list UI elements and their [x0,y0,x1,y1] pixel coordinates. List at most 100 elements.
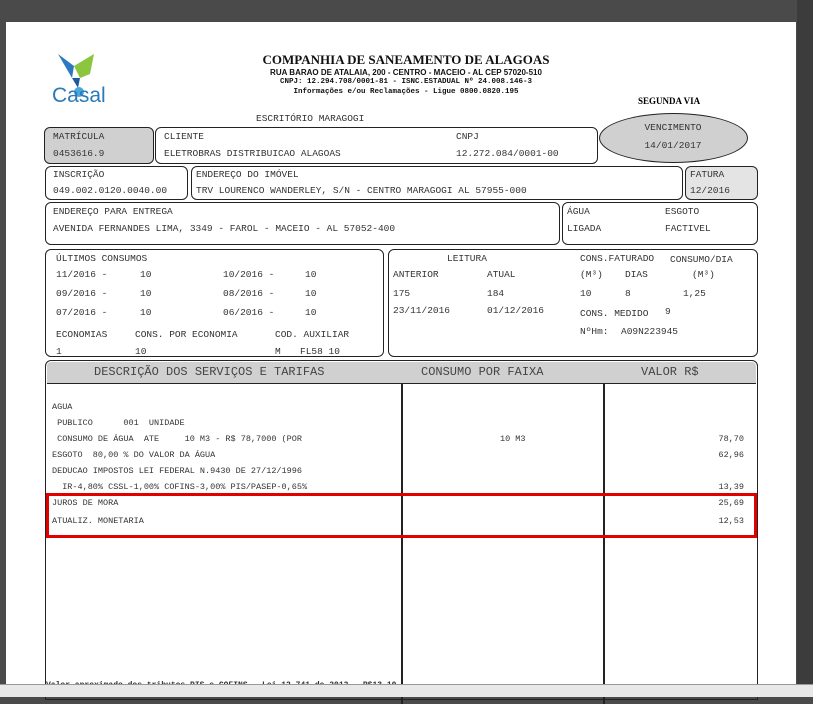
column-divider [603,384,605,704]
cnpj-label: CNPJ [456,131,479,142]
column-divider [401,384,403,704]
row-valor: 62,96 [718,450,744,460]
consumo-month: 09/2016 - [56,288,108,299]
consumo-month: 07/2016 - [56,307,108,318]
inscricao-box: INSCRIÇÃO 049.002.0120.0040.00 [45,166,188,200]
casal-logo [58,54,94,97]
ultimos-consumos-box: ÚLTIMOS CONSUMOS 11/2016 - 10 10/2016 - … [45,249,384,357]
endereco-imovel-value: TRV LOURENCO WANDERLEY, S/N - CENTRO MAR… [196,185,527,196]
cliente-label: CLIENTE [164,131,204,142]
company-address: RUA BARAO DE ATALAIA, 200 - CENTRO - MAC… [270,68,542,77]
cnpj-value: 12.272.084/0001-00 [456,148,559,159]
row-valor: 12,53 [718,516,744,526]
consumo-value: 10 [305,288,317,299]
cons-eco-value: 10 [135,346,147,357]
dias-value: 8 [625,288,631,299]
cod-aux-value: FL58 10 [300,346,340,357]
endereco-entrega-label: ENDEREÇO PARA ENTREGA [53,206,173,217]
agua-label: ÁGUA [567,206,590,217]
matricula-box: MATRÍCULA 0453616.9 [44,127,154,164]
escritorio: ESCRITÓRIO MARAGOGI [256,113,365,124]
consumo-value: 10 [140,269,152,280]
consumo-dia-value: 1,25 [683,288,706,299]
matricula-label: MATRÍCULA [53,131,105,142]
cons-medido-value: 9 [665,306,671,317]
table-header: DESCRIÇÃO DOS SERVIÇOS E TARIFAS CONSUMO… [47,362,756,384]
dias-label: DIAS [625,269,648,280]
data-atual: 01/12/2016 [487,305,545,316]
atual-label: ATUAL [487,269,516,280]
header-valor: VALOR R$ [641,365,699,379]
company-ids: CNPJ: 12.294.708/0001-81 - ISNC.ESTADUAL… [279,78,533,86]
vencimento-value: 14/01/2017 [644,140,702,151]
row-description: DEDUCAO IMPOSTOS LEI FEDERAL N.9430 DE 2… [52,466,302,476]
consumo-dia-label: CONSUMO/DIA [670,254,733,265]
row-valor: 13,39 [718,482,744,492]
consumos-label: ÚLTIMOS CONSUMOS [56,253,148,264]
economias-value: 1 [56,346,62,357]
cons-eco-label: CONS. POR ECONOMIA [135,329,238,340]
row-consumo-faixa: 10 M3 [500,434,526,444]
vencimento-label: VENCIMENTO [644,122,702,133]
leitura-box: LEITURA ANTERIOR ATUAL 175 184 23/11/201… [388,249,758,357]
company-contact: Informações e/ou Reclamações - Ligue 080… [293,88,519,96]
row-description: PUBLICO 001 UNIDADE [52,418,185,428]
highlight-box [46,493,757,538]
endereco-entrega-value: AVENIDA FERNANDES LIMA, 3349 - FAROL - M… [53,223,396,234]
hm-label: NºHm: [580,326,609,337]
consumo-value: 10 [305,269,317,280]
row-description: CONSUMO DE ÁGUA ATE 10 M3 - R$ 78,7000 (… [52,434,302,444]
servico-box: ÁGUA ESGOTO LIGADA FACTIVEL [562,202,758,245]
bill-page: Casal COMPANHIA DE SANEAMENTO DE ALAGOAS… [6,22,796,704]
header-consumo-faixa: CONSUMO POR FAIXA [421,365,544,379]
economias-label: ECONOMIAS [56,329,108,340]
anterior-label: ANTERIOR [393,269,439,280]
anterior-value: 175 [393,288,411,299]
cod-aux-m: M [275,346,281,357]
cons-fat-value: 10 [580,288,592,299]
consumo-month: 10/2016 - [223,269,275,280]
consumo-value: 10 [305,307,317,318]
inscricao-value: 049.002.0120.0040.00 [53,185,168,196]
inscricao-label: INSCRIÇÃO [53,169,105,180]
cod-aux-label: COD. AUXILIAR [275,329,350,340]
cliente-box: CLIENTE ELETROBRAS DISTRIBUICAO ALAGOAS … [155,127,598,164]
matricula-value: 0453616.9 [53,148,105,159]
leitura-label: LEITURA [447,253,487,264]
row-description: JUROS DE MORA [52,498,119,508]
endereco-entrega-box: ENDEREÇO PARA ENTREGA AVENIDA FERNANDES … [45,202,560,245]
status-bar [0,684,813,697]
m3-label-2: (M³) [692,269,715,280]
consumo-month: 08/2016 - [223,288,275,299]
fatura-label: FATURA [690,169,725,180]
consumo-month: 11/2016 - [56,269,108,280]
consumo-value: 10 [140,307,152,318]
endereco-imovel-label: ENDEREÇO DO IMÓVEL [196,169,299,180]
esgoto-label: ESGOTO [665,206,700,217]
row-valor: 78,70 [718,434,744,444]
row-description: AGUA [52,402,73,412]
fatura-box: FATURA 12/2016 [685,166,758,200]
consumo-value: 10 [140,288,152,299]
esgoto-status: FACTIVEL [665,223,711,234]
row-description: IR-4,80% CSSL-1,00% COFINS-3,00% PIS/PAS… [52,482,308,492]
vencimento-ellipse: VENCIMENTO 14/01/2017 [599,113,748,163]
data-anterior: 23/11/2016 [393,305,451,316]
consumo-month: 06/2016 - [223,307,275,318]
hm-value: A09N223945 [621,326,679,337]
endereco-imovel-box: ENDEREÇO DO IMÓVEL TRV LOURENCO WANDERLE… [191,166,683,200]
cons-medido-label: CONS. MEDIDO [580,308,649,319]
fatura-value: 12/2016 [690,185,730,196]
logo-text: Casal [52,84,106,107]
vertical-scrollbar[interactable] [797,0,813,697]
agua-status: LIGADA [567,223,602,234]
header-descricao: DESCRIÇÃO DOS SERVIÇOS E TARIFAS [94,365,325,379]
segunda-via: SEGUNDA VIA [638,96,701,106]
row-description: ATUALIZ. MONETARIA [52,516,144,526]
row-valor: 25,69 [718,498,744,508]
cliente-value: ELETROBRAS DISTRIBUICAO ALAGOAS [164,148,341,159]
cons-fat-label: CONS.FATURADO [580,253,655,264]
atual-value: 184 [487,288,505,299]
services-table: DESCRIÇÃO DOS SERVIÇOS E TARIFAS CONSUMO… [45,360,758,704]
company-name: COMPANHIA DE SANEAMENTO DE ALAGOAS [262,52,550,67]
